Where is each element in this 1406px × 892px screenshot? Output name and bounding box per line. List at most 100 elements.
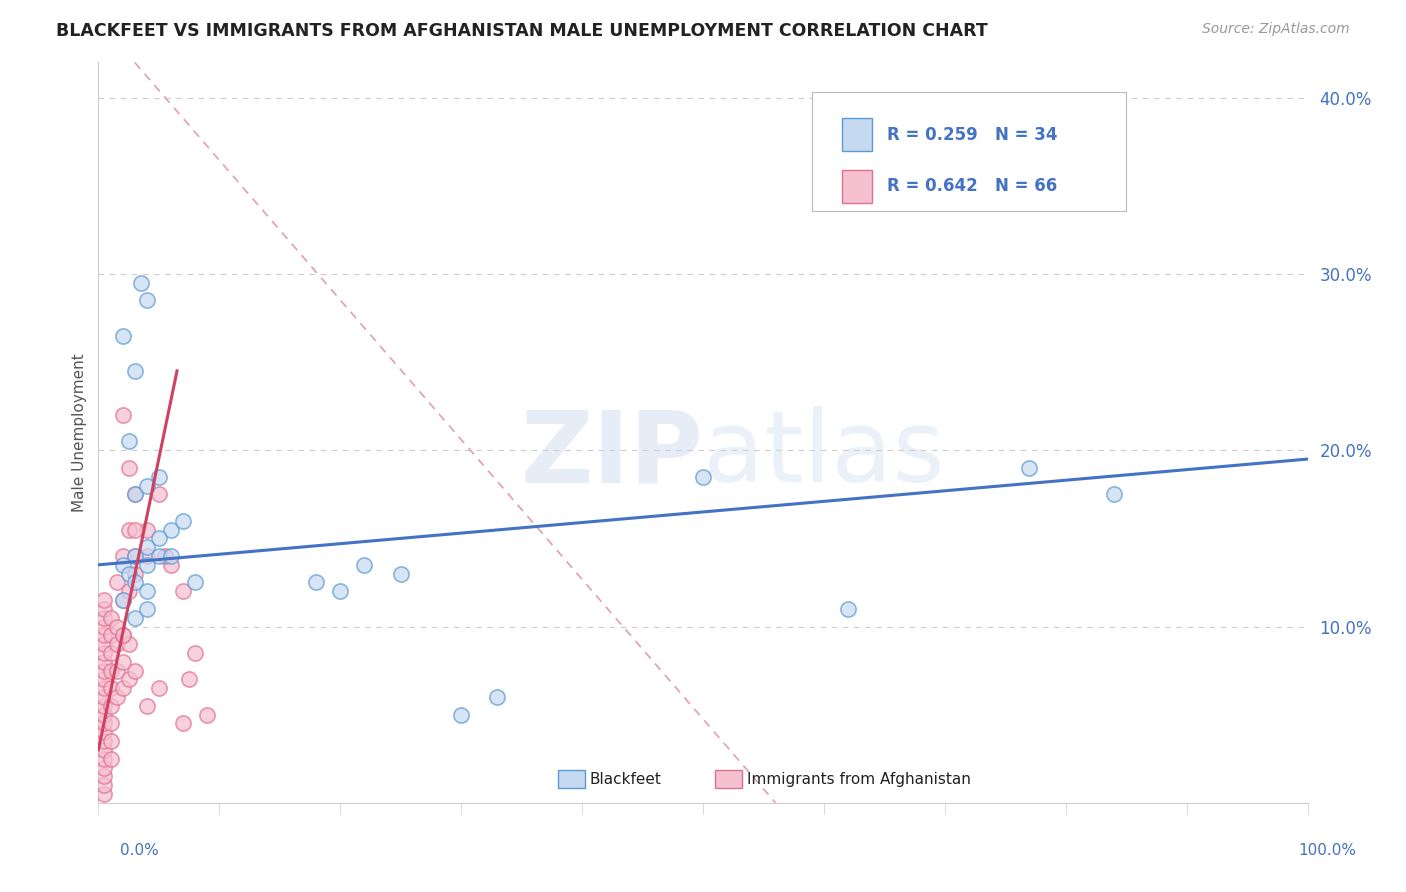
Point: [135, 540, 157, 554]
Point: [692, 469, 714, 483]
Text: R = 0.642   N = 66: R = 0.642 N = 66: [887, 178, 1057, 195]
Point: [153, 549, 176, 563]
Point: [93, 610, 115, 624]
Point: [172, 584, 194, 599]
Point: [124, 575, 146, 590]
Point: [118, 584, 141, 599]
Point: [111, 558, 134, 572]
Point: [148, 487, 170, 501]
Point: [124, 487, 146, 501]
Point: [93, 628, 115, 642]
Point: [93, 743, 115, 757]
Point: [118, 461, 141, 475]
Point: [118, 566, 141, 581]
Point: [124, 523, 146, 537]
Point: [148, 681, 170, 696]
Point: [172, 716, 194, 731]
Point: [93, 655, 115, 669]
Text: 0.0%: 0.0%: [120, 843, 159, 858]
Point: [111, 681, 134, 696]
Point: [160, 549, 183, 563]
Point: [486, 690, 509, 704]
Point: [179, 673, 201, 687]
Point: [135, 698, 157, 713]
Point: [93, 769, 115, 783]
Point: [93, 673, 115, 687]
Point: [135, 549, 157, 563]
Point: [837, 602, 859, 616]
Point: [124, 566, 146, 581]
Point: [93, 760, 115, 774]
Point: [93, 787, 115, 801]
Point: [100, 752, 122, 766]
Point: [93, 593, 115, 607]
FancyBboxPatch shape: [811, 92, 1126, 211]
Point: [124, 664, 146, 678]
Point: [353, 558, 375, 572]
Point: [124, 549, 146, 563]
Text: 100.0%: 100.0%: [1299, 843, 1357, 858]
Point: [93, 637, 115, 651]
Point: [160, 558, 183, 572]
Point: [111, 328, 134, 343]
Point: [124, 610, 146, 624]
Point: [389, 566, 412, 581]
Point: [124, 364, 146, 378]
Point: [148, 532, 170, 546]
Point: [329, 584, 352, 599]
Point: [111, 628, 134, 642]
Point: [93, 778, 115, 792]
Y-axis label: Male Unemployment: Male Unemployment: [72, 353, 87, 512]
Point: [160, 523, 183, 537]
FancyBboxPatch shape: [716, 770, 742, 788]
Point: [100, 734, 122, 748]
Point: [148, 469, 170, 483]
Point: [118, 637, 141, 651]
Point: [93, 752, 115, 766]
FancyBboxPatch shape: [842, 169, 872, 203]
Point: [135, 602, 157, 616]
Point: [100, 681, 122, 696]
Point: [1102, 487, 1125, 501]
FancyBboxPatch shape: [558, 770, 585, 788]
Point: [172, 514, 194, 528]
Point: [100, 698, 122, 713]
Point: [105, 637, 128, 651]
Point: [135, 584, 157, 599]
Point: [1018, 461, 1040, 475]
Point: [100, 610, 122, 624]
FancyBboxPatch shape: [842, 118, 872, 152]
Point: [111, 549, 134, 563]
Point: [93, 646, 115, 660]
Point: [184, 575, 207, 590]
Point: [184, 646, 207, 660]
Point: [450, 707, 472, 722]
Point: [93, 619, 115, 633]
Text: Immigrants from Afghanistan: Immigrants from Afghanistan: [747, 772, 970, 787]
Point: [124, 487, 146, 501]
Point: [100, 646, 122, 660]
Point: [93, 734, 115, 748]
Text: Source: ZipAtlas.com: Source: ZipAtlas.com: [1202, 22, 1350, 37]
Point: [111, 593, 134, 607]
Point: [118, 434, 141, 449]
Point: [124, 549, 146, 563]
Point: [105, 664, 128, 678]
Point: [135, 478, 157, 492]
Point: [100, 628, 122, 642]
Point: [148, 549, 170, 563]
Point: [135, 293, 157, 308]
Text: BLACKFEET VS IMMIGRANTS FROM AFGHANISTAN MALE UNEMPLOYMENT CORRELATION CHART: BLACKFEET VS IMMIGRANTS FROM AFGHANISTAN…: [56, 22, 988, 40]
Point: [105, 575, 128, 590]
Text: R = 0.259   N = 34: R = 0.259 N = 34: [887, 126, 1057, 144]
Point: [93, 716, 115, 731]
Point: [93, 602, 115, 616]
Point: [118, 523, 141, 537]
Text: atlas: atlas: [703, 407, 945, 503]
Point: [111, 593, 134, 607]
Point: [100, 664, 122, 678]
Text: Blackfeet: Blackfeet: [589, 772, 661, 787]
Point: [105, 619, 128, 633]
Point: [100, 716, 122, 731]
Point: [118, 673, 141, 687]
